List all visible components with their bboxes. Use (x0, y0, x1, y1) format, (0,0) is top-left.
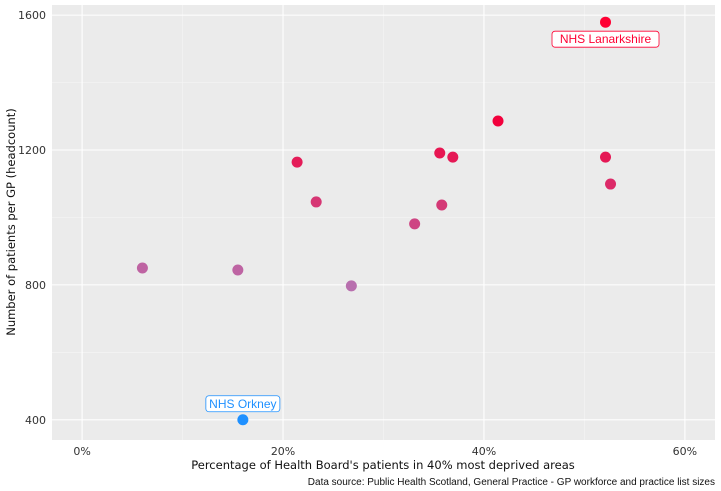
point-label: NHS Orkney (209, 397, 276, 411)
x-axis-title: Percentage of Health Board's patients in… (191, 458, 575, 472)
point-label-box (205, 395, 281, 413)
data-point (605, 178, 617, 190)
data-point (434, 147, 446, 159)
point-label: NHS Lanarkshire (560, 32, 652, 46)
data-point (232, 264, 244, 276)
y-tick-label: 1200 (18, 144, 46, 157)
y-tick-label: 1600 (18, 9, 46, 22)
caption: Data source: Public Health Scotland, Gen… (308, 477, 715, 488)
data-point (345, 280, 357, 292)
data-point (409, 218, 421, 230)
point-label-box (551, 30, 660, 48)
x-tick-label: 0% (73, 445, 90, 458)
data-point (136, 262, 148, 274)
x-tick-label: 20% (271, 445, 295, 458)
y-tick-label: 800 (25, 279, 46, 292)
data-point (492, 115, 504, 127)
y-axis-title: Number of patients per GP (headcount) (4, 108, 18, 336)
data-point (600, 151, 612, 163)
x-tick-label: 40% (472, 445, 496, 458)
x-tick-label: 60% (673, 445, 697, 458)
y-tick-label: 400 (25, 414, 46, 427)
data-point (447, 151, 459, 163)
data-point (600, 16, 612, 28)
data-point (291, 156, 303, 168)
data-point (237, 414, 249, 426)
data-point (436, 199, 448, 211)
data-point (310, 196, 322, 208)
